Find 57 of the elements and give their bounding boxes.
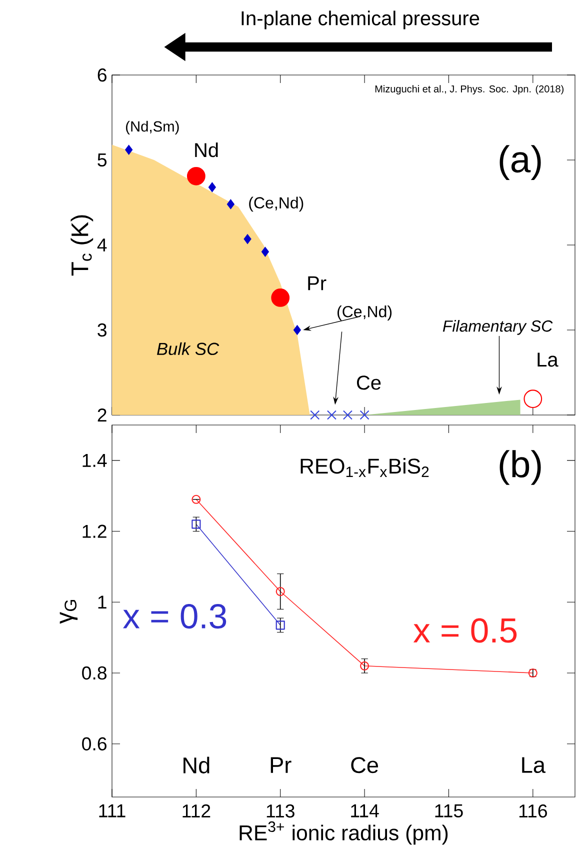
y-tick-label: 4	[97, 238, 107, 252]
point	[186, 166, 206, 186]
point	[192, 520, 201, 529]
annotation: Pr	[308, 276, 326, 290]
annotation: Nd	[195, 142, 218, 158]
annotation: Pr	[270, 757, 292, 773]
point	[192, 494, 201, 504]
y-tick-label: 0.8	[82, 666, 106, 680]
y-tick-label: 6	[98, 68, 106, 82]
annotation: Mizuguchi et al., J. Phys. Soc. Jpn. (2018)	[375, 85, 564, 94]
annotation: Bulk SC	[157, 342, 220, 356]
annotation: (Nd,Sm)	[126, 120, 179, 135]
y-tick-label: 1	[98, 596, 106, 609]
y-tick-label: 1.4	[82, 454, 107, 467]
annotation: (b)	[500, 450, 541, 485]
point	[276, 586, 285, 596]
annotation: (Ce,Nd)	[249, 196, 304, 212]
point	[326, 410, 336, 420]
annotation: (a)	[500, 145, 541, 180]
point	[360, 410, 370, 420]
point	[261, 246, 269, 257]
x-tick-label: 114	[351, 804, 379, 818]
y-tick-label: 1.2	[82, 524, 106, 538]
y-tick-label: 2	[98, 408, 106, 422]
x-tick-label: 113	[266, 804, 294, 818]
x-tick-label: 116	[519, 804, 547, 818]
x-tick-label: 115	[435, 804, 463, 818]
point	[208, 182, 216, 192]
annotation: Ce	[356, 376, 381, 390]
point	[293, 325, 301, 335]
annotation: REO$_{1-x}$F$_{x}$BiS$_{2}$	[300, 458, 429, 477]
point	[342, 410, 352, 420]
annotation: Ce	[351, 757, 378, 774]
annotation: La	[522, 757, 546, 774]
annotation: Nd	[184, 756, 210, 774]
point	[244, 234, 252, 244]
series-label: x = 0.3	[123, 604, 226, 629]
point	[310, 410, 320, 420]
annotation: (Ce,Nd)	[338, 306, 392, 320]
point	[125, 144, 133, 155]
point	[226, 199, 234, 209]
point	[276, 620, 285, 630]
y-axis-title: γ$_{G}$	[60, 600, 78, 624]
series-label: x = 0.5	[413, 618, 517, 643]
point	[524, 390, 542, 408]
x-tick-label: 111	[99, 804, 126, 818]
point	[271, 288, 290, 307]
text: In-plane chemical pressure	[242, 10, 480, 30]
y-axis-title: T$_{c}$ (K)	[70, 215, 94, 276]
y-tick-label: 0.6	[82, 737, 106, 750]
y-tick-label: 5	[98, 153, 107, 167]
point	[360, 661, 370, 670]
y-tick-label: 3	[98, 323, 106, 337]
annotation: La	[538, 352, 558, 367]
x-tick-label: 112	[182, 804, 210, 818]
x-axis-title: RE$^{3+}$ ionic radius (pm)	[240, 821, 448, 845]
annotation: Filamentary SC	[442, 320, 553, 335]
